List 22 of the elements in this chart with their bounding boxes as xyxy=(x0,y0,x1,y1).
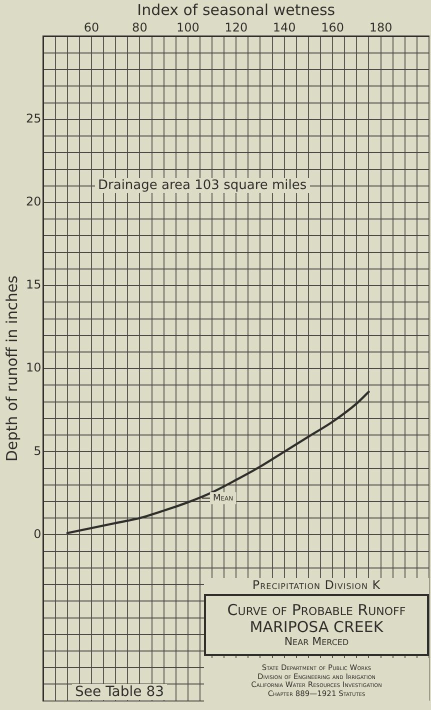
annotation: Near Merced xyxy=(283,635,350,649)
annotation: Drainage area 103 square miles xyxy=(95,178,310,193)
x-axis-title: Index of seasonal wetness xyxy=(137,0,336,19)
y-tick-label: 10 xyxy=(26,360,42,375)
line-series xyxy=(66,390,370,534)
y-tick-label: 0 xyxy=(34,526,42,541)
annotation: Mean xyxy=(212,494,234,504)
y-tick-label: 20 xyxy=(26,194,42,209)
x-tick-label: 140 xyxy=(272,20,296,34)
y-axis-title: Depth of runoff in inches xyxy=(2,275,21,462)
x-tick-label: 120 xyxy=(224,20,248,34)
annotation: See Table 83 xyxy=(72,684,168,700)
x-tick-label: 160 xyxy=(321,20,344,34)
x-tick-label: 100 xyxy=(176,20,200,34)
title-frame: Curve of Probable Runoff MARIPOSA CREEK Near Merced xyxy=(204,594,429,656)
x-tick-label: 180 xyxy=(369,20,392,34)
x-tick-label: 80 xyxy=(132,20,148,34)
y-tick-label: 5 xyxy=(34,444,42,458)
y-tick-label: 15 xyxy=(26,278,42,292)
y-tick-label: 25 xyxy=(26,112,42,126)
x-tick-label: 60 xyxy=(84,20,100,34)
annotation: Precipitation Division K xyxy=(204,578,429,594)
